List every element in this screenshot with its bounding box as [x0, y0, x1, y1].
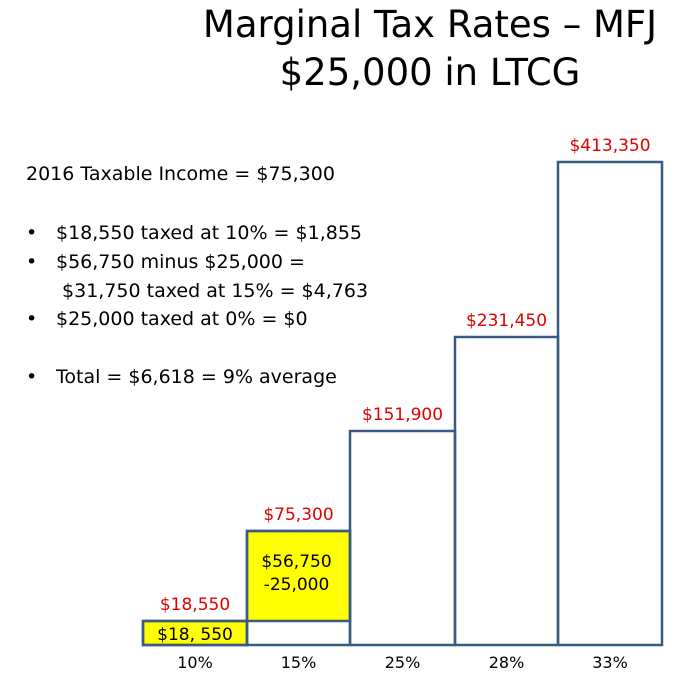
rate-tick-label: 10%: [177, 653, 213, 672]
bullet-marker: •: [26, 222, 38, 244]
bracket-bar-25pct: [348, 429, 457, 647]
title-line-2: $25,000 in LTCG: [279, 51, 581, 94]
threshold-label: $231,450: [466, 311, 547, 331]
bullet-marker: •: [26, 308, 38, 330]
threshold-label: $151,900: [362, 405, 443, 425]
bullet-bracket-15-line-1: $56,750 minus $25,000 =: [56, 251, 305, 273]
segment-label-line-1: -25,000: [264, 575, 330, 595]
bullet-bracket-15-line-2: $31,750 taxed at 15% = $4,763: [56, 280, 369, 302]
rate-tick-label: 33%: [592, 653, 628, 672]
bullet-ltcg-zero: $25,000 taxed at 0% = $0: [56, 308, 308, 330]
rate-tick-label: 28%: [489, 653, 525, 672]
bullet-marker: •: [26, 366, 38, 388]
title-line-1: Marginal Tax Rates – MFJ: [202, 3, 658, 46]
bullet-total: Total = $6,618 = 9% average: [56, 366, 337, 388]
threshold-label: $413,350: [569, 136, 650, 156]
bullet-marker: •: [26, 251, 38, 273]
segment-label: $18, 550: [157, 625, 233, 645]
bracket-bar-33pct: [556, 160, 664, 647]
rate-tick-label: 25%: [385, 653, 421, 672]
rate-tick-label: 15%: [281, 653, 317, 672]
bracket-bar-28pct: [453, 335, 560, 647]
taxable-income-heading: 2016 Taxable Income = $75,300: [26, 163, 335, 185]
threshold-label: $18,550: [160, 595, 230, 615]
threshold-label: $75,300: [263, 505, 333, 525]
segment-label-line-0: $56,750: [261, 552, 331, 572]
bullet-bracket-10: $18,550 taxed at 10% = $1,855: [56, 222, 362, 244]
